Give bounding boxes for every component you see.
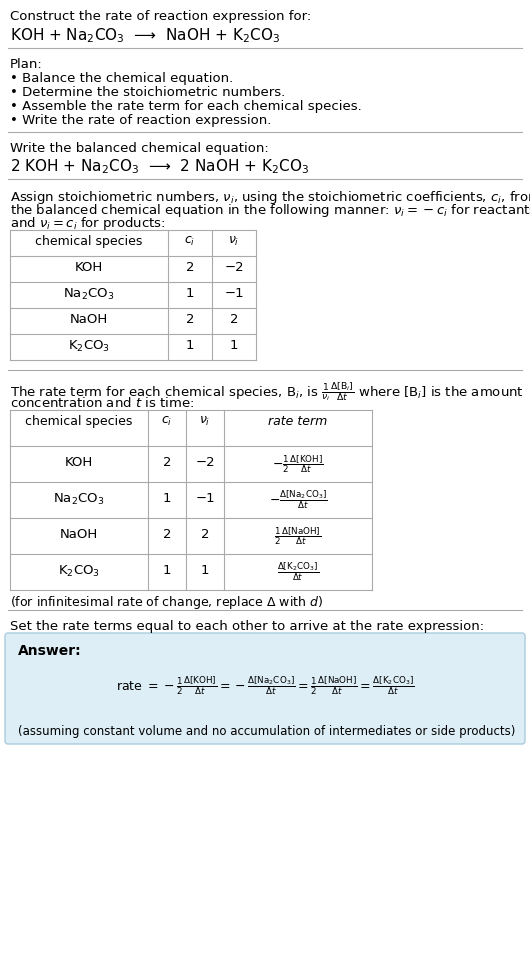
- Text: chemical species: chemical species: [36, 235, 143, 248]
- Text: • Assemble the rate term for each chemical species.: • Assemble the rate term for each chemic…: [10, 100, 362, 113]
- Text: Construct the rate of reaction expression for:: Construct the rate of reaction expressio…: [10, 10, 311, 23]
- Text: $\nu_i$: $\nu_i$: [199, 415, 211, 428]
- Text: Assign stoichiometric numbers, $\nu_i$, using the stoichiometric coefficients, $: Assign stoichiometric numbers, $\nu_i$, …: [10, 189, 530, 206]
- Text: chemical species: chemical species: [25, 415, 132, 428]
- Text: −2: −2: [224, 261, 244, 274]
- Text: concentration and $t$ is time:: concentration and $t$ is time:: [10, 396, 194, 410]
- Text: KOH + Na$_2$CO$_3$  ⟶  NaOH + K$_2$CO$_3$: KOH + Na$_2$CO$_3$ ⟶ NaOH + K$_2$CO$_3$: [10, 26, 280, 45]
- FancyBboxPatch shape: [5, 633, 525, 744]
- Text: 1: 1: [186, 339, 195, 352]
- Text: $c_i$: $c_i$: [161, 415, 173, 428]
- Text: 2: 2: [229, 313, 239, 326]
- Text: • Determine the stoichiometric numbers.: • Determine the stoichiometric numbers.: [10, 86, 285, 99]
- Text: Set the rate terms equal to each other to arrive at the rate expression:: Set the rate terms equal to each other t…: [10, 620, 484, 633]
- Text: Answer:: Answer:: [18, 644, 82, 658]
- Text: Write the balanced chemical equation:: Write the balanced chemical equation:: [10, 142, 269, 155]
- Text: K$_2$CO$_3$: K$_2$CO$_3$: [68, 339, 110, 354]
- Text: 2: 2: [201, 528, 209, 541]
- Text: (for infinitesimal rate of change, replace Δ with $d$): (for infinitesimal rate of change, repla…: [10, 594, 323, 611]
- Text: −2: −2: [195, 456, 215, 469]
- Text: NaOH: NaOH: [70, 313, 108, 326]
- Text: 2: 2: [186, 313, 195, 326]
- Text: 2: 2: [163, 528, 171, 541]
- Text: $\frac{1}{2}\frac{\Delta[\mathrm{NaOH}]}{\Delta t}$: $\frac{1}{2}\frac{\Delta[\mathrm{NaOH}]}…: [275, 525, 322, 547]
- Text: rate term: rate term: [268, 415, 328, 428]
- Text: 1: 1: [229, 339, 239, 352]
- Text: KOH: KOH: [75, 261, 103, 274]
- Text: • Write the rate of reaction expression.: • Write the rate of reaction expression.: [10, 114, 271, 127]
- Text: rate $= -\frac{1}{2}\frac{\Delta[\mathrm{KOH}]}{\Delta t} = -\frac{\Delta[\mathr: rate $= -\frac{1}{2}\frac{\Delta[\mathrm…: [116, 674, 414, 697]
- Text: Plan:: Plan:: [10, 58, 43, 71]
- Text: 2 KOH + Na$_2$CO$_3$  ⟶  2 NaOH + K$_2$CO$_3$: 2 KOH + Na$_2$CO$_3$ ⟶ 2 NaOH + K$_2$CO$…: [10, 157, 310, 176]
- Text: K$_2$CO$_3$: K$_2$CO$_3$: [58, 564, 100, 579]
- Text: $-\frac{1}{2}\frac{\Delta[\mathrm{KOH}]}{\Delta t}$: $-\frac{1}{2}\frac{\Delta[\mathrm{KOH}]}…: [272, 453, 324, 475]
- Text: 1: 1: [163, 564, 171, 577]
- Text: NaOH: NaOH: [60, 528, 98, 541]
- Text: $\frac{\Delta[\mathrm{K_2CO_3}]}{\Delta t}$: $\frac{\Delta[\mathrm{K_2CO_3}]}{\Delta …: [277, 560, 319, 584]
- Text: $\nu_i$: $\nu_i$: [228, 235, 240, 248]
- Text: and $\nu_i = c_i$ for products:: and $\nu_i = c_i$ for products:: [10, 215, 165, 232]
- Text: (assuming constant volume and no accumulation of intermediates or side products): (assuming constant volume and no accumul…: [18, 725, 515, 738]
- Text: KOH: KOH: [65, 456, 93, 469]
- Text: −1: −1: [224, 287, 244, 300]
- Text: $-\frac{\Delta[\mathrm{Na_2CO_3}]}{\Delta t}$: $-\frac{\Delta[\mathrm{Na_2CO_3}]}{\Delt…: [269, 489, 328, 511]
- Text: $c_i$: $c_i$: [184, 235, 196, 248]
- Text: 1: 1: [163, 492, 171, 505]
- Text: the balanced chemical equation in the following manner: $\nu_i = -c_i$ for react: the balanced chemical equation in the fo…: [10, 202, 530, 219]
- Text: 2: 2: [186, 261, 195, 274]
- Text: Na$_2$CO$_3$: Na$_2$CO$_3$: [63, 287, 114, 303]
- Text: 1: 1: [201, 564, 209, 577]
- Text: Na$_2$CO$_3$: Na$_2$CO$_3$: [54, 492, 104, 508]
- Text: 1: 1: [186, 287, 195, 300]
- Text: The rate term for each chemical species, B$_i$, is $\frac{1}{\nu_i}\frac{\Delta[: The rate term for each chemical species,…: [10, 380, 524, 403]
- Text: • Balance the chemical equation.: • Balance the chemical equation.: [10, 72, 233, 85]
- Text: 2: 2: [163, 456, 171, 469]
- Text: −1: −1: [195, 492, 215, 505]
